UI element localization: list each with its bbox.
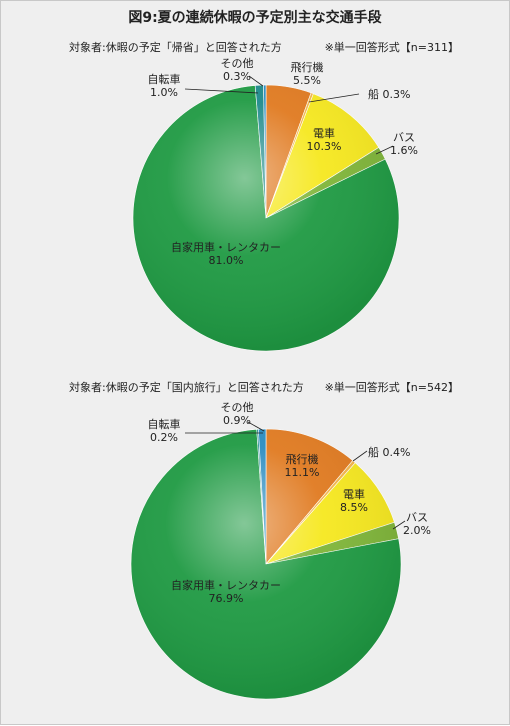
chart2-subtitle: 対象者:休暇の予定「国内旅行」と回答された方 <box>69 381 304 394</box>
slice-value: 0.2% <box>150 431 178 444</box>
leader-line <box>184 88 259 94</box>
slice-value: 2.0% <box>403 524 431 537</box>
slice-value: 5.5% <box>293 74 321 87</box>
slice-label: 船 0.4% <box>368 445 410 459</box>
slice-name: 電車 <box>313 126 335 140</box>
slice-value: 1.6% <box>390 144 418 157</box>
figure-title: 図9:夏の連続休暇の予定別主な交通手段 <box>128 10 382 26</box>
slice-name: 自家用車・レンタカー <box>171 240 281 254</box>
chart1-note: ※単一回答形式【n=311】 <box>324 41 459 54</box>
pie-shading <box>133 85 399 351</box>
chart2-note: ※単一回答形式【n=542】 <box>324 381 459 394</box>
slice-value: 0.9% <box>223 414 251 427</box>
slice-name: 飛行機 <box>291 60 324 74</box>
leader-line <box>375 145 394 155</box>
slice-value: 0.3% <box>223 70 251 83</box>
leader-line <box>392 520 406 530</box>
slice-value: 10.3% <box>307 140 342 153</box>
slice-name: 飛行機 <box>286 452 319 466</box>
slice-name: その他 <box>221 401 254 414</box>
slice-name: バス <box>406 511 428 524</box>
leader-line <box>248 75 264 87</box>
slice-value: 81.0% <box>209 254 244 267</box>
slice-name: 自転車 <box>148 72 181 86</box>
chart1-subtitle: 対象者:休暇の予定「帰省」と回答された方 <box>69 41 282 54</box>
slice-name: 電車 <box>343 487 365 501</box>
leader-line <box>352 450 368 462</box>
slice-value: 11.1% <box>285 466 320 479</box>
slice-value: 8.5% <box>340 501 368 514</box>
slice-name: その他 <box>221 57 254 70</box>
slice-name: 自転車 <box>148 417 181 431</box>
leader-line <box>308 93 360 103</box>
slice-value: 1.0% <box>150 86 178 99</box>
slice-label: 船 0.3% <box>368 87 410 101</box>
slice-name: 自家用車・レンタカー <box>171 578 281 592</box>
slice-value: 76.9% <box>209 592 244 605</box>
leader-line <box>247 421 265 432</box>
slice-name: バス <box>393 131 415 144</box>
pie-shading <box>131 429 401 699</box>
